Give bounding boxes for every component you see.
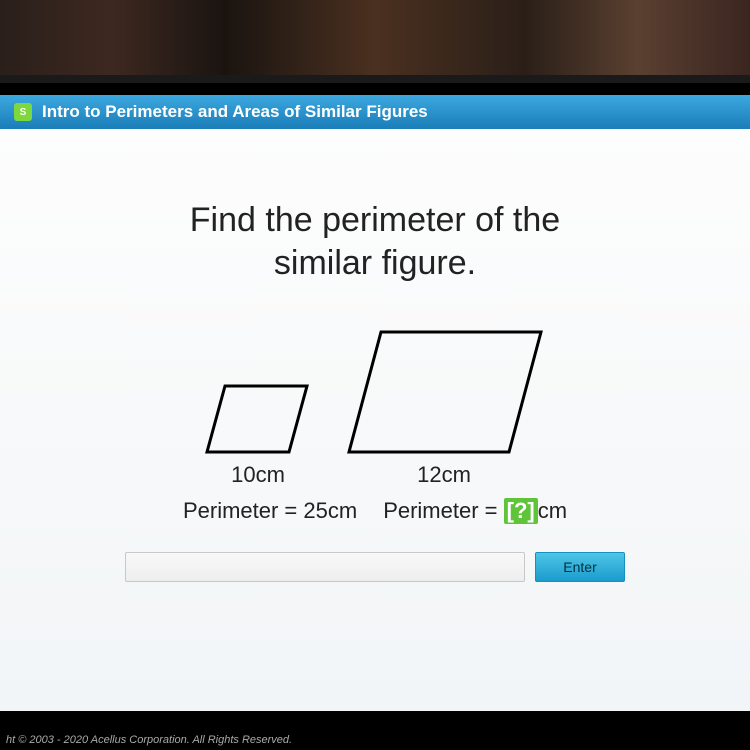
answer-input[interactable] xyxy=(125,552,525,582)
app-logo-icon: S xyxy=(14,103,32,121)
answer-placeholder-box: [?] xyxy=(504,498,538,524)
large-figure-block: 12cm xyxy=(341,326,547,488)
small-figure-block: 10cm xyxy=(203,380,313,488)
monitor-screen: S Intro to Perimeters and Areas of Simil… xyxy=(0,75,750,750)
ambient-background xyxy=(0,0,750,85)
large-base-label: 12cm xyxy=(341,462,547,488)
prompt-line-1: Find the perimeter of the xyxy=(0,199,750,242)
perimeters-row: Perimeter = 25cm Perimeter = [?]cm xyxy=(0,498,750,524)
title-bar: S Intro to Perimeters and Areas of Simil… xyxy=(0,95,750,129)
small-perimeter-text: Perimeter = 25cm xyxy=(183,498,357,524)
enter-button[interactable]: Enter xyxy=(535,552,625,582)
figures-row: 10cm 12cm xyxy=(0,326,750,488)
perimeter-prefix: Perimeter = xyxy=(383,498,503,523)
answer-input-row: Enter xyxy=(0,552,750,582)
prompt-line-2: similar figure. xyxy=(0,242,750,285)
large-perimeter-text: Perimeter = [?]cm xyxy=(383,498,567,524)
copyright-text: ht © 2003 - 2020 Acellus Corporation. Al… xyxy=(6,734,292,746)
problem-prompt: Find the perimeter of the similar figure… xyxy=(0,199,750,284)
small-parallelogram-icon xyxy=(203,380,313,458)
perimeter-suffix: cm xyxy=(538,498,567,523)
lesson-title: Intro to Perimeters and Areas of Similar… xyxy=(42,102,428,122)
content-area: Find the perimeter of the similar figure… xyxy=(0,129,750,711)
small-base-label: 10cm xyxy=(203,462,313,488)
large-parallelogram-icon xyxy=(341,326,547,458)
